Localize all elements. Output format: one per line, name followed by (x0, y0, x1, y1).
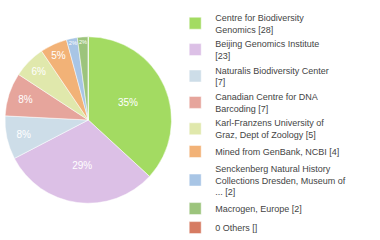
svg-text:Canadian Centre for DNABarcodi: Canadian Centre for DNABarcoding [7] (215, 92, 318, 114)
svg-text:Karl-Franzens University ofGra: Karl-Franzens University ofGraz, Dept of… (215, 118, 324, 140)
svg-text:Beijing Genomics Institute[23]: Beijing Genomics Institute[23] (215, 39, 319, 61)
svg-text:8%: 8% (16, 129, 31, 140)
svg-text:Mined from GenBank, NCBI [4]: Mined from GenBank, NCBI [4] (215, 147, 339, 157)
svg-text:Naturalis Biodiversity Center[: Naturalis Biodiversity Center[7] (215, 66, 329, 88)
svg-text:6%: 6% (31, 66, 46, 77)
svg-text:8%: 8% (18, 94, 33, 105)
svg-text:0 Others []: 0 Others [] (215, 223, 257, 233)
svg-text:Macrogen, Europe [2]: Macrogen, Europe [2] (215, 204, 302, 214)
svg-text:35%: 35% (118, 97, 138, 108)
svg-text:5%: 5% (51, 50, 66, 61)
svg-text:29%: 29% (72, 160, 92, 171)
svg-text:Senckenberg Natural HistoryCol: Senckenberg Natural HistoryCollections D… (215, 164, 346, 197)
svg-text:2%: 2% (79, 39, 87, 45)
svg-text:2%: 2% (69, 40, 77, 46)
svg-text:Centre for BiodiversityGenomic: Centre for BiodiversityGenomics [28] (215, 13, 304, 35)
